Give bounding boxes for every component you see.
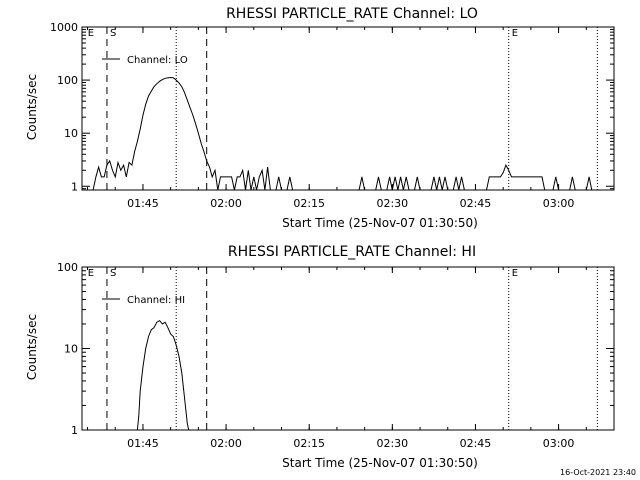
marker-label: S [110,268,116,279]
chart-panel-hi: RHESSI PARTICLE_RATE Channel: HI Start T… [25,244,615,470]
marker-label: S [110,28,116,39]
y-tick-label: 1000 [50,21,78,34]
x-tick-label: 01:45 [127,437,159,450]
marker-label: E [512,28,518,39]
legend-label: Channel: LO [127,55,188,66]
series-line [136,319,190,431]
y-tick-label: 100 [57,261,78,274]
marker-label: E [88,268,94,279]
chart-title: RHESSI PARTICLE_RATE Channel: LO [226,6,478,22]
x-tick-label: 02:45 [460,437,492,450]
plot-frame [81,26,615,191]
y-axis-label: Counts/sec [25,74,39,140]
chart-panel-lo: RHESSI PARTICLE_RATE Channel: LO Start T… [25,6,615,230]
y-tick-label: 100 [57,74,78,87]
x-tick-label: 02:00 [210,197,242,210]
legend-label: Channel: HI [127,295,185,306]
chart-title: RHESSI PARTICLE_RATE Channel: HI [228,244,476,260]
marker-label: E [512,268,518,279]
y-tick-label: 10 [64,343,78,356]
x-tick-label: 02:00 [210,437,242,450]
x-tick-label: 02:30 [376,437,408,450]
plot-area [81,26,615,191]
x-tick-label: 03:00 [543,437,575,450]
plot-frame [81,266,615,431]
marker-label: E [88,28,94,39]
plot-area [81,266,615,431]
x-tick-label: 02:15 [293,437,325,450]
x-tick-label: 01:45 [127,197,159,210]
x-axis-label: Start Time (25-Nov-07 01:30:50) [282,216,478,230]
y-tick-label: 1 [71,180,78,193]
x-axis-label: Start Time (25-Nov-07 01:30:50) [282,456,478,470]
series-line [92,76,593,191]
x-tick-label: 03:00 [543,197,575,210]
timestamp-label: 16-Oct-2021 23:40 [560,468,636,477]
x-tick-label: 02:15 [293,197,325,210]
y-axis-label: Counts/sec [25,314,39,380]
x-tick-label: 02:45 [460,197,492,210]
x-tick-label: 02:30 [376,197,408,210]
y-tick-label: 10 [64,127,78,140]
y-tick-label: 1 [71,424,78,437]
